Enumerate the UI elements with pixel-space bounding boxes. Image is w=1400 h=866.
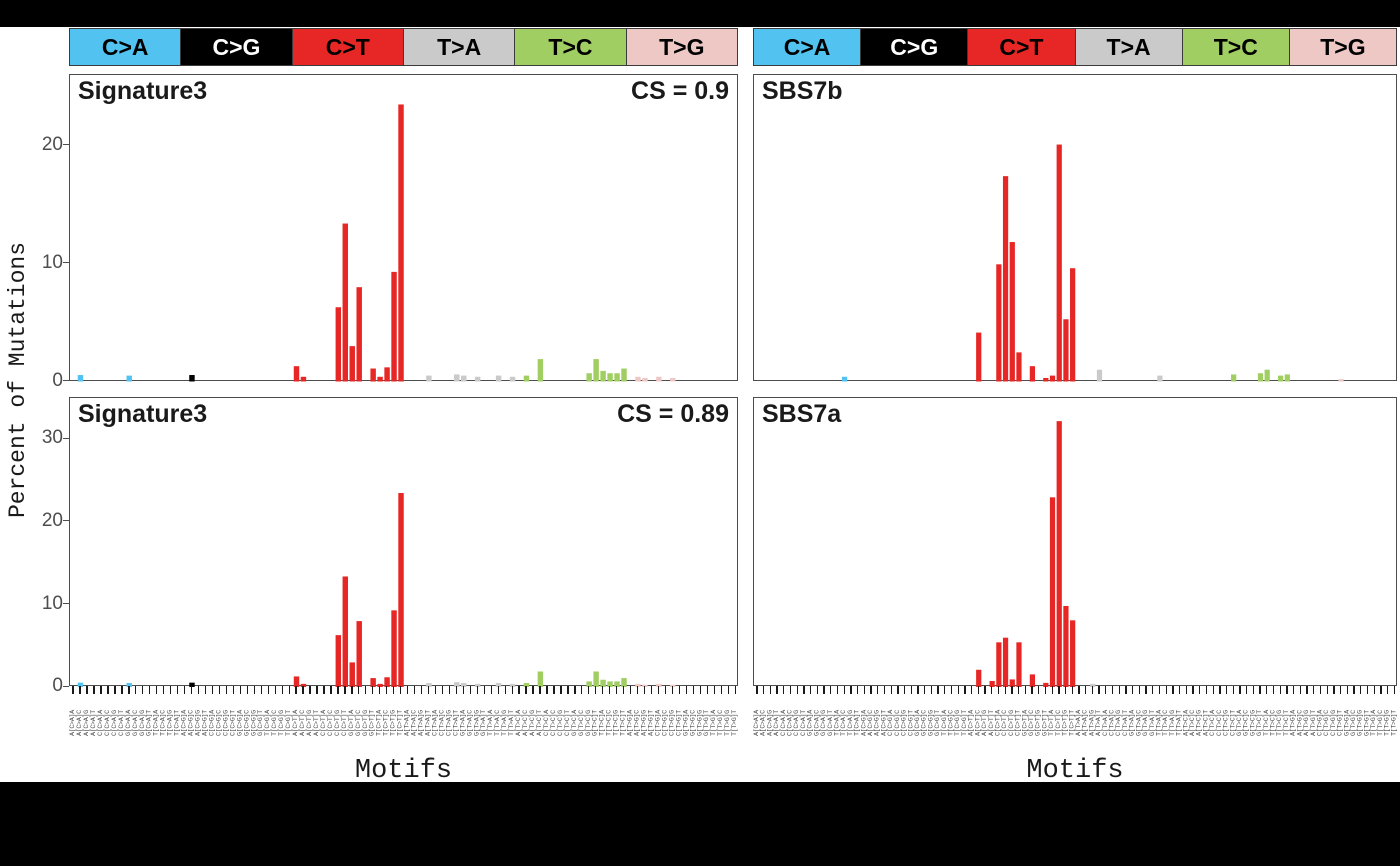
svg-text:T[T>G]T: T[T>G]T: [731, 710, 739, 736]
svg-text:T[T>G]T: T[T>G]T: [1390, 710, 1398, 736]
